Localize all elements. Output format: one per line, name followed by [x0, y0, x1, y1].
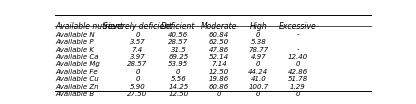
Text: 51.78: 51.78 [287, 76, 308, 82]
Text: Available N: Available N [55, 32, 95, 38]
Text: 1.29: 1.29 [290, 84, 305, 90]
Text: Excessive: Excessive [279, 22, 317, 31]
Text: 52.14: 52.14 [209, 54, 229, 60]
Text: 7.4: 7.4 [132, 47, 143, 53]
Text: 42.86: 42.86 [287, 69, 308, 75]
Text: High: High [250, 22, 267, 31]
Text: 0: 0 [256, 91, 260, 97]
Text: Moderate: Moderate [201, 22, 237, 31]
Text: Available Cu: Available Cu [55, 76, 99, 82]
Text: 100.7: 100.7 [248, 84, 268, 90]
Text: 3.57: 3.57 [129, 39, 145, 45]
Text: 12.50: 12.50 [168, 91, 188, 97]
Text: 47.86: 47.86 [209, 47, 229, 53]
Text: 0: 0 [256, 61, 260, 67]
Text: 5.56: 5.56 [171, 76, 186, 82]
Text: 40.56: 40.56 [168, 32, 188, 38]
Text: 5.90: 5.90 [129, 84, 145, 90]
Text: Available nutrient: Available nutrient [55, 22, 123, 31]
Text: 0: 0 [135, 32, 140, 38]
Text: 7.14: 7.14 [211, 61, 227, 67]
Text: 28.57: 28.57 [168, 39, 188, 45]
Text: 44.24: 44.24 [248, 69, 268, 75]
Text: -: - [297, 47, 299, 53]
Text: 19.86: 19.86 [209, 76, 229, 82]
Text: 0: 0 [135, 69, 140, 75]
Text: Available B: Available B [55, 91, 94, 97]
Text: Available Mg: Available Mg [55, 61, 100, 67]
Text: 27.50: 27.50 [127, 91, 148, 97]
Text: 0: 0 [295, 61, 300, 67]
Text: 78.77: 78.77 [248, 47, 268, 53]
Text: 69.25: 69.25 [168, 54, 188, 60]
Text: 41.0: 41.0 [250, 76, 266, 82]
Text: 0: 0 [135, 76, 140, 82]
Text: Available P: Available P [55, 39, 94, 45]
Text: 12.50: 12.50 [209, 69, 229, 75]
Text: 3.97: 3.97 [129, 54, 145, 60]
Text: 0: 0 [256, 32, 260, 38]
Text: Available Zn: Available Zn [55, 84, 99, 90]
Text: 0: 0 [217, 91, 221, 97]
Text: 31.5: 31.5 [171, 47, 186, 53]
Text: Available K: Available K [55, 47, 94, 53]
Text: 5.38: 5.38 [250, 39, 266, 45]
Text: 4.97: 4.97 [250, 54, 266, 60]
Text: 60.84: 60.84 [209, 32, 229, 38]
Text: 28.57: 28.57 [127, 61, 148, 67]
Text: 0: 0 [176, 69, 181, 75]
Text: Severely deficient: Severely deficient [103, 22, 172, 31]
Text: 0: 0 [295, 91, 300, 97]
Text: Available Ca: Available Ca [55, 54, 99, 60]
Text: Available Fe: Available Fe [55, 69, 98, 75]
Text: 53.95: 53.95 [168, 61, 188, 67]
Text: 60.86: 60.86 [209, 84, 229, 90]
Text: 14.25: 14.25 [168, 84, 188, 90]
Text: 12.40: 12.40 [287, 54, 308, 60]
Text: 62.50: 62.50 [209, 39, 229, 45]
Text: -: - [297, 32, 299, 38]
Text: Deficient: Deficient [161, 22, 196, 31]
